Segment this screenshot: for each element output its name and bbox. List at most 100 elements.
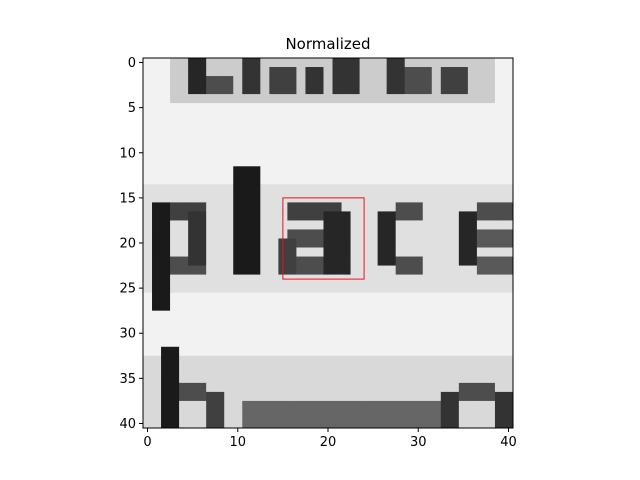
heatmap-cell (368, 85, 379, 95)
heatmap-cell (152, 337, 162, 348)
heatmap-cell (278, 85, 288, 95)
heatmap-cell (215, 202, 225, 212)
heatmap-cell (368, 58, 379, 68)
heatmap-cell (323, 139, 333, 149)
heatmap-cell (431, 319, 442, 330)
heatmap-cell (368, 130, 379, 140)
heatmap-cell (224, 67, 234, 77)
heatmap-cell (485, 391, 496, 402)
heatmap-cell (395, 382, 406, 393)
heatmap-cell (260, 247, 270, 257)
heatmap-cell (251, 103, 261, 113)
heatmap-cell (170, 346, 180, 357)
heatmap-cell (440, 364, 451, 375)
heatmap-cell (494, 103, 505, 113)
heatmap-cell (377, 346, 388, 357)
chart-title: Normalized (285, 35, 370, 53)
heatmap-cell (152, 148, 162, 158)
heatmap-cell (395, 373, 406, 384)
heatmap-cell (404, 328, 415, 339)
heatmap-cell (467, 139, 478, 149)
heatmap-cell (431, 400, 442, 411)
heatmap-cell (161, 373, 171, 384)
heatmap-cell (287, 103, 297, 113)
heatmap-cell (368, 319, 379, 330)
heatmap-cell (350, 166, 360, 176)
heatmap-cell (179, 193, 189, 203)
heatmap-cell (467, 148, 478, 158)
heatmap-cell (341, 337, 351, 348)
y-tick-label: 0 (128, 56, 136, 71)
heatmap-cell (404, 103, 415, 113)
heatmap-cell (287, 121, 297, 131)
heatmap-cell (251, 112, 261, 122)
heatmap-cell (449, 184, 460, 194)
heatmap-cell (215, 292, 225, 303)
heatmap-cell (215, 319, 225, 330)
heatmap-cell (323, 319, 333, 330)
heatmap-cell (215, 364, 225, 375)
heatmap-cell (143, 121, 153, 131)
heatmap-cell (332, 85, 342, 95)
heatmap-cell (143, 328, 153, 339)
heatmap-cell (377, 391, 388, 402)
heatmap-cell (170, 337, 180, 348)
heatmap-cell (431, 148, 442, 158)
heatmap-cell (494, 391, 505, 402)
heatmap-cell (494, 130, 505, 140)
heatmap-cell (215, 211, 225, 221)
heatmap-cell (449, 400, 460, 411)
heatmap-cell (476, 400, 487, 411)
heatmap-cell (296, 112, 306, 122)
heatmap-cell (458, 310, 469, 321)
heatmap-cell (386, 346, 397, 357)
heatmap-cell (386, 112, 397, 122)
heatmap-cell (440, 148, 451, 158)
heatmap-cell (188, 157, 198, 167)
heatmap-cell (377, 373, 388, 384)
heatmap-cell (143, 247, 153, 257)
heatmap-cell (188, 364, 198, 375)
heatmap-cell (233, 265, 243, 275)
heatmap-cell (431, 355, 442, 366)
heatmap-cell (494, 274, 505, 285)
heatmap-cell (179, 238, 189, 248)
heatmap-cell (287, 310, 297, 321)
heatmap-cell (305, 58, 315, 68)
heatmap-cell (485, 112, 496, 122)
heatmap-cell (233, 166, 243, 176)
heatmap-cell (440, 220, 451, 230)
heatmap-cell (179, 211, 189, 221)
heatmap-cell (206, 328, 216, 339)
heatmap-cell (242, 103, 252, 113)
heatmap-cell (341, 85, 351, 95)
heatmap-cell (206, 301, 216, 312)
heatmap-cell (476, 238, 487, 248)
heatmap-cell (341, 409, 351, 420)
heatmap-cell (503, 211, 513, 221)
heatmap-cell (143, 85, 153, 95)
heatmap-cell (485, 238, 496, 248)
heatmap-cell (152, 256, 162, 266)
heatmap-cell (377, 148, 388, 158)
heatmap-cell (269, 202, 279, 212)
heatmap-cell (296, 103, 306, 113)
heatmap-cell (431, 103, 442, 113)
heatmap-cell (179, 229, 189, 239)
heatmap-cell (458, 346, 469, 357)
heatmap-cell (422, 346, 433, 357)
heatmap-cell (323, 85, 333, 95)
heatmap-cell (287, 409, 297, 420)
heatmap-cell (206, 265, 216, 275)
heatmap-cell (431, 157, 442, 167)
heatmap-cell (395, 175, 406, 185)
heatmap-cell (476, 364, 487, 375)
heatmap-cell (233, 346, 243, 357)
heatmap-cell (485, 274, 496, 285)
heatmap-cell (404, 130, 415, 140)
heatmap-cell (197, 103, 207, 113)
heatmap-cell (233, 364, 243, 375)
heatmap-cell (242, 67, 252, 77)
heatmap-cell (179, 319, 189, 330)
heatmap-cell (170, 76, 180, 86)
